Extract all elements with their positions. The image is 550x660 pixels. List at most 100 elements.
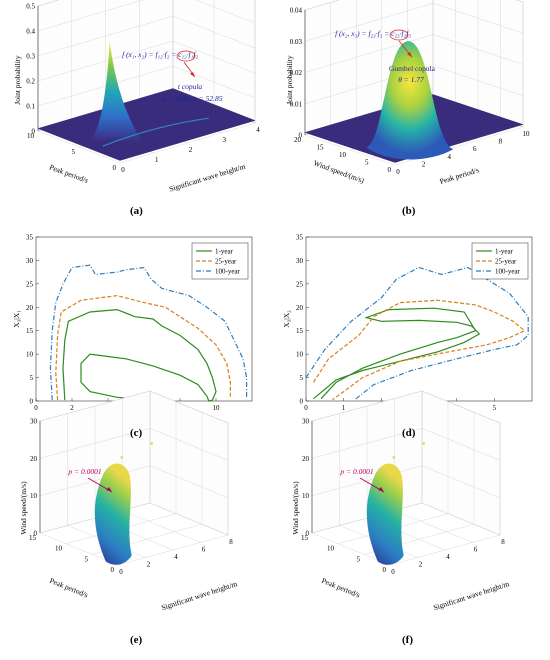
d-xtick-5: 5: [493, 404, 497, 412]
f-arrowhead: [378, 487, 384, 492]
b-xtick-4: 8: [499, 138, 503, 146]
b-formula: f (x₂, x₃) = f₂₃·f₃ = c₂₃·f₂f₃: [335, 29, 411, 38]
b-ytick-4: 20: [294, 136, 302, 144]
a-arrowhead: [190, 72, 195, 77]
a-surface-floor: [37, 88, 256, 161]
d-ytick-6: 30: [296, 257, 304, 265]
b-ytick-3: 15: [317, 144, 325, 152]
a-formula-highlight: [176, 50, 196, 62]
d-legend-1: 25-year: [495, 258, 517, 266]
c-ytick-5: 25: [26, 280, 34, 288]
a-ztick-1: 0.1: [26, 103, 35, 111]
e-arrowhead: [106, 487, 112, 492]
e-ztick-2: 20: [30, 455, 38, 463]
f-ytick-0: 0: [383, 566, 387, 574]
c-ytick-0: 0: [30, 398, 34, 406]
d-legend-box: [471, 242, 529, 280]
a-ridge-tail: [102, 117, 209, 147]
f-xtick-0: 0: [391, 568, 395, 576]
a-xtick-3: 3: [223, 136, 227, 144]
b-ylabel: Wind speed/(m/s): [312, 158, 366, 185]
a-ytick-1: 5: [72, 148, 76, 156]
caption-f: (f): [402, 634, 413, 646]
c-ytick-7: 35: [26, 234, 34, 242]
a-ytick-2: 10: [27, 132, 35, 140]
c-xtick-0: 0: [34, 404, 38, 412]
d-contour-100yr: [305, 266, 529, 401]
e-xtick-3: 6: [202, 546, 206, 554]
b-params: θ = 1.77: [398, 75, 424, 84]
e-outlier-2: [150, 442, 153, 445]
c-ylabel: X₃|X₁: [12, 310, 21, 328]
c-ytick-3: 15: [26, 327, 34, 335]
c-ytick-1: 5: [30, 374, 34, 382]
d-ytick-2: 10: [296, 351, 304, 359]
d-ytick-4: 20: [296, 304, 304, 312]
b-ztick-0: 0: [299, 132, 303, 140]
a-formula: f (x₁, x₂) = f₁₂·f₂ = c₁₂·f₁f₂: [122, 50, 198, 59]
f-ygrid-3: [311, 391, 423, 534]
f-xtick-3: 6: [474, 546, 478, 554]
e-ytick-1: 5: [85, 555, 89, 563]
d-contour-1yr: [313, 307, 481, 400]
d-legend-2: 100-year: [495, 268, 521, 276]
b-ytick-2: 10: [339, 151, 347, 159]
a-ztick-2: 0.2: [26, 78, 35, 86]
c-contour-100yr: [49, 264, 248, 401]
e-ytick-0: 0: [111, 566, 115, 574]
c-ytick-2: 10: [26, 351, 34, 359]
b-ztick-1: 0.01: [290, 100, 303, 108]
f-ztick-3: 30: [302, 418, 310, 426]
b-zlabel: Joint probability: [285, 55, 294, 105]
c-legend-0: 1-year: [215, 248, 234, 256]
b-ytick-1: 5: [365, 159, 369, 167]
f-xlabel: Significant wave height/m: [432, 579, 510, 612]
a-xtick-1: 1: [155, 156, 159, 164]
d-ytick-1: 5: [300, 374, 304, 382]
f-xtick-1: 2: [419, 561, 423, 569]
b-xtick-2: 4: [447, 153, 451, 161]
f-ztick-0: 0: [306, 530, 310, 538]
a-xlabel: Significant wave height/m: [168, 162, 246, 194]
d-ytick-0: 0: [300, 398, 304, 406]
e-ztick-0: 0: [34, 530, 38, 538]
f-outlier-1: [392, 456, 396, 459]
a-copula: t copula: [178, 82, 203, 91]
e-annotation: p = 0.0001: [67, 467, 101, 476]
a-ztick-3: 0.3: [26, 53, 35, 61]
e-ygrid-0: [117, 423, 229, 566]
e-ylabel: Peak period/s: [48, 576, 89, 600]
f-ytick-3: 15: [301, 534, 309, 542]
a-params: ρ = 0.86; ν = 52.85: [163, 94, 223, 103]
c-xtick-1: 2: [70, 404, 74, 412]
d-ytick-3: 15: [296, 327, 304, 335]
e-ytick-3: 15: [29, 534, 37, 542]
b-arrowhead: [407, 52, 412, 57]
b-xtick-0: 0: [396, 168, 400, 176]
c-ytick-6: 30: [26, 257, 34, 265]
b-xlabel: Peak period/s: [439, 165, 481, 186]
e-zlabel: Wind speed/(m/s): [19, 481, 28, 535]
f-xtick-2: 4: [446, 553, 450, 561]
e-ztick-1: 10: [30, 492, 38, 500]
e-xlabel: Significant wave height/m: [160, 579, 238, 612]
b-ytick-0: 0: [388, 166, 392, 174]
e-xtick-0: 0: [119, 568, 123, 576]
caption-e: (e): [130, 634, 143, 646]
d-ytick-7: 35: [296, 234, 304, 242]
a-xtick-2: 2: [189, 146, 193, 154]
d-ylabel: X₃|X₂: [282, 310, 291, 328]
c-contour-25yr: [55, 294, 231, 401]
f-ygrid-0: [389, 423, 501, 566]
caption-c: (c): [130, 427, 143, 439]
b-bump-surface: [366, 41, 454, 160]
d-contour-25yr: [312, 299, 526, 401]
a-zgrid-4: [37, 0, 256, 32]
e-outlier-1: [120, 456, 123, 459]
a-xtick-4: 4: [256, 126, 260, 134]
f-ztick-2: 20: [302, 455, 310, 463]
e-xtick-1: 2: [147, 561, 151, 569]
e-xtick-2: 4: [174, 553, 178, 561]
